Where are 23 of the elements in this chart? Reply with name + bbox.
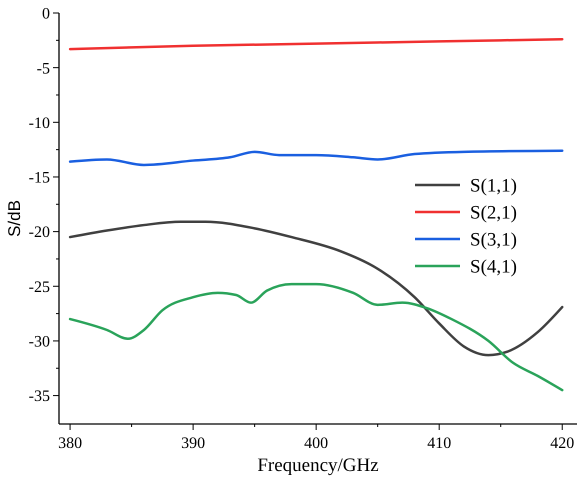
y-axis-title: S/dB <box>5 200 24 237</box>
x-tick-label: 380 <box>58 435 82 452</box>
y-tick-label: 0 <box>42 6 50 23</box>
y-tick-label: -20 <box>28 224 50 242</box>
x-tick-label: 420 <box>550 435 574 452</box>
legend-label: S(2,1) <box>470 202 517 224</box>
y-tick-label: -35 <box>28 388 50 406</box>
y-tick-label: -5 <box>36 60 50 78</box>
legend-label: S(1,1) <box>470 176 517 197</box>
legend-label: S(4,1) <box>470 256 517 278</box>
line-series <box>68 149 564 166</box>
x-tick-label: 400 <box>304 435 328 452</box>
y-tick-label: -15 <box>28 170 50 187</box>
y-tick-label: -30 <box>28 334 50 351</box>
line-series <box>68 38 564 50</box>
y-tick-label: -25 <box>28 278 50 296</box>
legend-label: S(3,1) <box>470 230 517 251</box>
line-series <box>68 282 564 392</box>
x-tick-label: 410 <box>427 435 452 452</box>
x-axis-title: Frequency/GHz <box>257 455 379 476</box>
x-tick-label: 390 <box>181 435 206 452</box>
y-tick-label: -10 <box>28 114 50 132</box>
line-series <box>68 220 564 356</box>
